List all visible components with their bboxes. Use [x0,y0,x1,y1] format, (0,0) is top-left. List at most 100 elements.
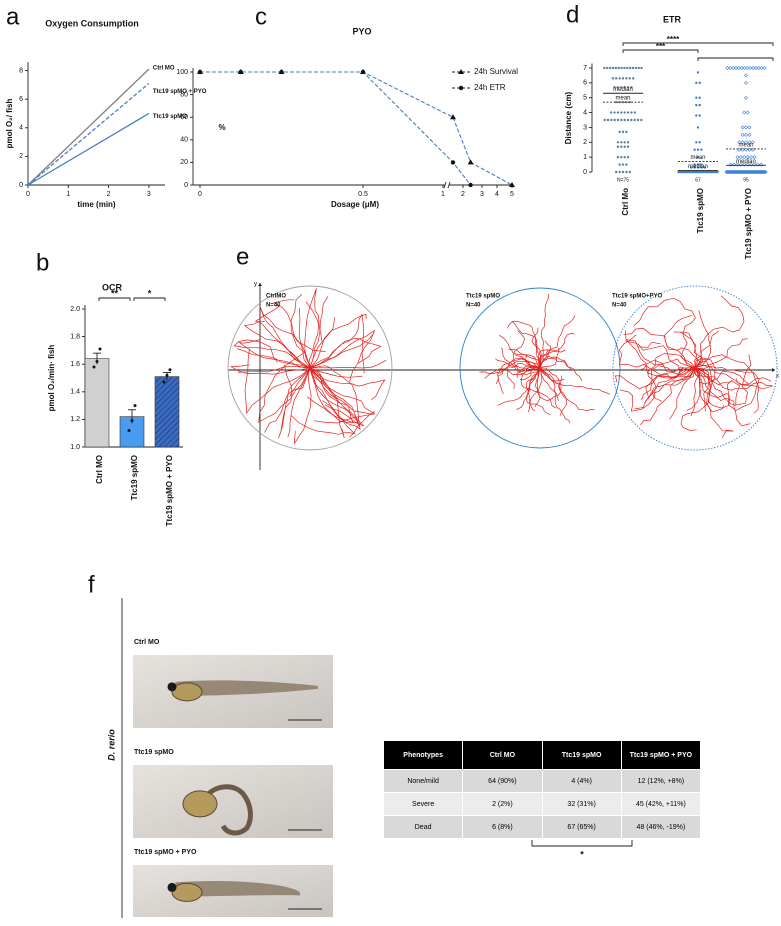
data-point [747,132,752,137]
data-point [763,169,768,175]
x-tick-label: 0 [198,191,202,198]
data-point [640,118,643,122]
header-cell: Phenotypes [382,740,464,770]
data-point [626,155,630,159]
data-point [626,111,630,114]
y-tick-label: 0 [184,182,188,189]
trajectory [539,367,595,412]
data-point [628,170,631,174]
trajectory [273,299,311,369]
y-tick-label: 3 [583,124,587,131]
x-tick-label: 3 [480,191,484,198]
data-point [748,65,753,71]
data-point [743,80,749,85]
n-label: N=75 [617,177,629,183]
data-point [755,162,760,167]
data-point [625,77,628,80]
legend-label: Ttc19 spMO [153,114,187,120]
y-tick-label: 0 [19,182,23,189]
data-point [95,359,99,363]
trajectory [539,315,576,369]
data-point [696,126,700,129]
significance-bracket [98,297,131,301]
data-point [693,148,696,151]
data-point [620,155,623,159]
data-point [616,118,620,122]
data-point [623,118,626,122]
y-tick-label: 1 [583,154,587,161]
data-point [615,100,618,104]
chart-title: OCR [102,282,123,292]
x-tick-label: 0.5 [358,191,368,198]
trajectory [694,354,760,414]
x-tick-label: 2 [461,191,465,198]
y-axis-label: Distance (cm) [564,91,573,144]
data-point [640,66,643,70]
data-point [745,162,750,167]
series-line [27,112,150,186]
data-point [620,141,623,144]
data-point [613,111,616,114]
y-tick-label: 2.0 [70,306,80,313]
data-point [609,111,613,114]
data-point [696,71,700,74]
data-point [620,145,623,148]
x-tick-label: 3 [147,191,151,198]
data-point [703,166,706,169]
data-point [623,111,626,114]
data-point [509,182,515,187]
median-label: median [688,164,708,170]
trajectory [500,347,541,375]
data-point [753,65,759,71]
trajectory [539,367,571,424]
trajectory [511,321,542,369]
data-point [626,66,629,70]
trajectory [309,367,376,424]
table-head: Phenotypes Ctrl MO Ttc19 spMO Ttc19 spMO + … [382,740,702,770]
legend-label: 24h Survival [474,67,518,76]
trajectory [229,364,311,375]
trajectory [309,367,363,378]
arena [227,285,393,451]
trajectory [498,334,541,369]
legend-marker [458,69,464,74]
data-point [98,347,102,351]
data-point [739,65,744,71]
trajectory [618,334,696,376]
data-point [618,100,621,104]
chart-title: Oxygen Consumption [45,18,139,28]
table-cell: None/mild [382,769,464,793]
axis-label: x [776,374,779,380]
series-line [27,68,150,186]
legend-label: 24h ETR [474,83,506,92]
trajectory [309,367,365,427]
y-tick-label: 1.8 [70,333,80,340]
axis-break [447,181,451,189]
trajectory [309,365,361,431]
trajectory [479,363,541,374]
data-point [616,141,620,144]
trajectory [694,354,752,406]
y-tick-label: 5 [583,95,587,102]
data-point [618,163,621,166]
header-row: Phenotypes Ctrl MO Ttc19 spMO Ttc19 spMO + … [382,740,702,770]
data-point [693,163,696,166]
data-point [745,110,750,115]
data-point [747,125,752,130]
significance-label: * [148,288,152,298]
axis-break [443,181,447,189]
y-tick-label: 100 [176,69,188,76]
data-point [620,118,623,122]
data-point [698,114,701,117]
data-point [733,65,739,71]
data-point [690,166,693,169]
y-tick-label: 80 [180,91,188,98]
data-point [616,155,620,159]
data-point [698,141,701,144]
n-label: 95 [743,177,749,183]
data-point [628,66,632,70]
data-point [450,160,456,165]
table-cell: 67 (65%) [541,815,622,839]
data-point [606,66,609,70]
arena-n: N=40 [266,303,281,309]
